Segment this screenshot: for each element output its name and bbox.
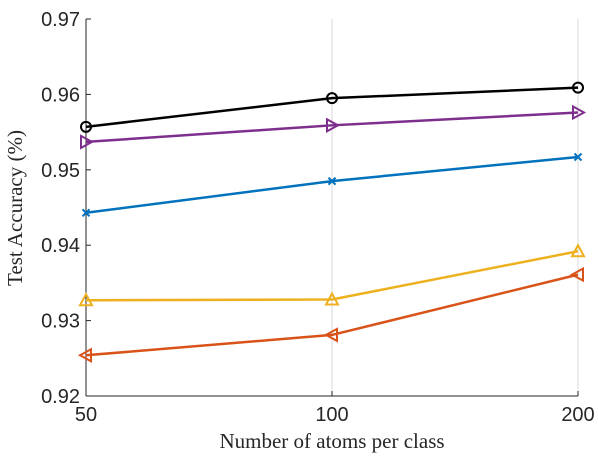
- data-point-3-2: [570, 243, 586, 258]
- y-tick-label-2: 0.94: [41, 235, 80, 257]
- series-3: [78, 243, 586, 307]
- series-0: [80, 81, 584, 133]
- axes: [85, 18, 579, 397]
- y-tick-label-1: 0.93: [41, 311, 80, 333]
- data-point-4-2: [569, 266, 584, 283]
- data-point-0-0: [80, 120, 92, 133]
- y-tick-label-5: 0.97: [41, 9, 80, 31]
- y-axis-label: Test Accuracy (%): [3, 130, 27, 286]
- series-line-4: [85, 273, 579, 357]
- series-group: [77, 81, 587, 363]
- y-tick-label-4: 0.96: [41, 84, 80, 106]
- series-line-1: [85, 111, 579, 144]
- data-point-3-0: [78, 292, 94, 307]
- grid: [85, 19, 579, 396]
- x-tick-label-0: 50: [75, 404, 97, 426]
- data-point-0-1: [326, 92, 338, 105]
- data-point-1-2: [572, 104, 587, 121]
- series-line-0: [85, 86, 579, 129]
- data-point-1-0: [80, 134, 95, 150]
- y-tick-label-3: 0.95: [41, 160, 80, 182]
- data-point-4-0: [77, 347, 92, 363]
- data-point-2-1: [327, 176, 337, 186]
- y-tick-label-0: 0.92: [41, 386, 80, 408]
- series-1: [80, 104, 587, 150]
- data-point-0-2: [572, 81, 584, 94]
- data-point-2-2: [573, 152, 583, 162]
- data-point-1-1: [326, 117, 341, 133]
- series-line-3: [85, 250, 579, 302]
- x-axis-label: Number of atoms per class: [219, 429, 444, 453]
- series-2: [81, 152, 583, 217]
- x-tick-label-2: 200: [561, 404, 594, 426]
- data-point-2-0: [81, 208, 91, 217]
- data-point-4-1: [323, 327, 338, 343]
- x-tick-label-1: 100: [315, 404, 348, 426]
- series-4: [77, 266, 584, 363]
- tick-labels: 0.92 0.93 0.94 0.95 0.96 0.97 50 100 200: [41, 9, 595, 426]
- data-point-3-1: [324, 291, 340, 306]
